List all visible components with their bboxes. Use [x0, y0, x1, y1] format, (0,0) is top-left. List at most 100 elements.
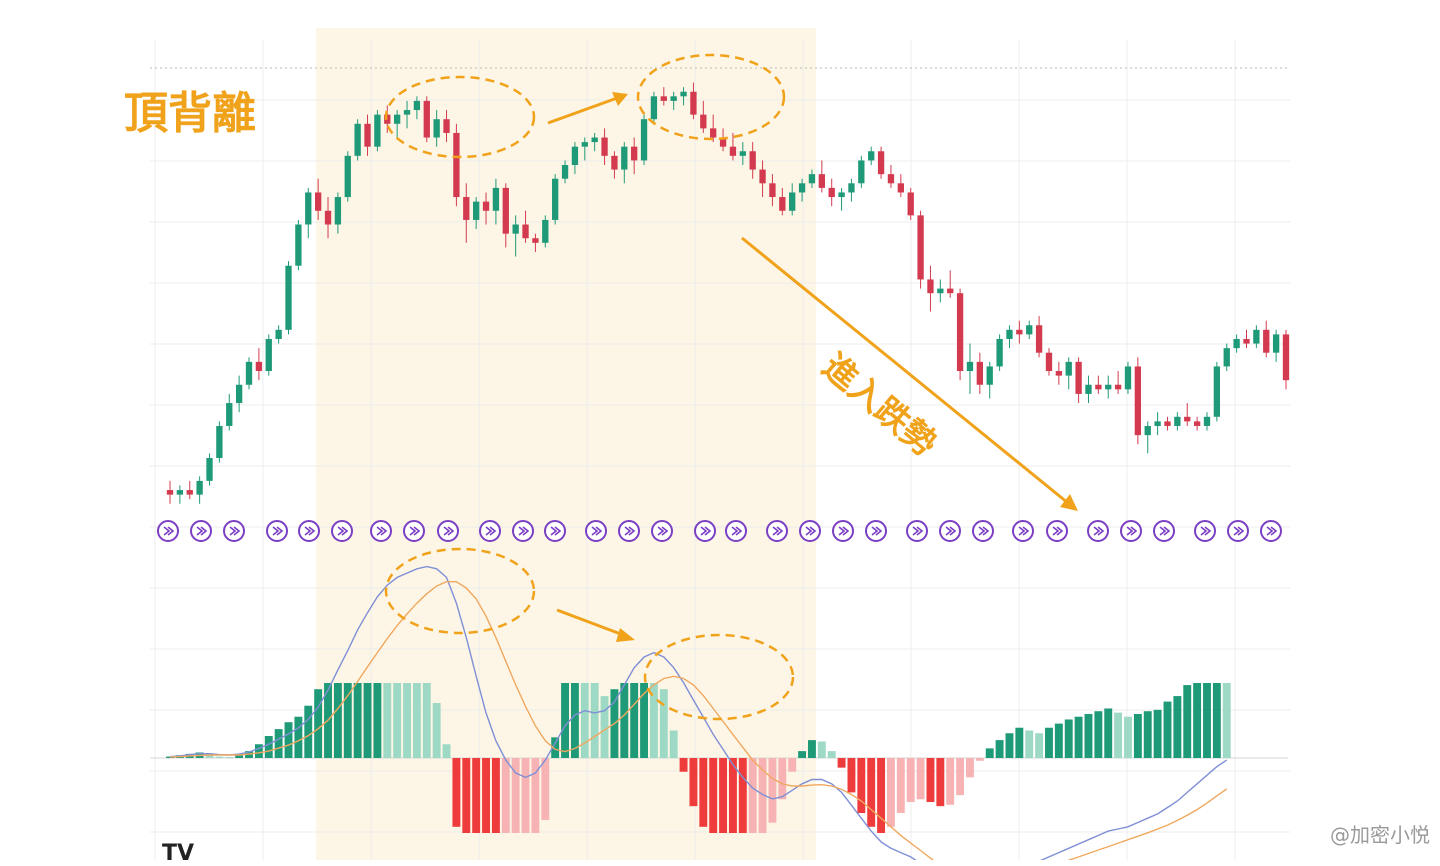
histogram-bar — [640, 683, 649, 758]
candle-body — [255, 361, 263, 372]
histogram-bar — [541, 758, 550, 820]
candle-body — [976, 361, 984, 385]
brand-logo-partial: TV — [162, 841, 195, 866]
histogram-bar — [1203, 683, 1211, 758]
candle-body — [1035, 325, 1043, 353]
histogram-bar — [452, 758, 461, 827]
candle-body — [808, 174, 816, 184]
histogram-bar — [600, 696, 609, 758]
event-marker-icon — [437, 520, 459, 542]
event-marker-icon — [331, 520, 353, 542]
candle-body — [907, 192, 914, 216]
candle-body — [235, 384, 243, 404]
candle-body — [670, 96, 677, 101]
histogram-bar — [1163, 701, 1172, 758]
candle-body — [759, 169, 766, 184]
event-marker-icon — [1087, 520, 1109, 542]
candle-body — [700, 114, 707, 129]
candle-body — [1184, 416, 1191, 422]
histogram-bar — [867, 758, 876, 827]
histogram-bar — [225, 757, 234, 758]
event-marker-icon — [1046, 520, 1068, 542]
macd-peak-2-circle — [643, 633, 795, 721]
histogram-bar — [412, 683, 421, 758]
candle-body — [1213, 366, 1221, 417]
histogram-bar — [580, 683, 589, 758]
histogram-bar — [353, 683, 362, 758]
histogram-bar — [1193, 683, 1202, 758]
downtrend-arrow — [741, 236, 1078, 511]
histogram-bar — [817, 741, 826, 758]
candle-body — [492, 187, 500, 211]
histogram-bar — [284, 722, 293, 758]
histogram-bar — [975, 758, 984, 761]
histogram-bar — [1133, 713, 1142, 758]
histogram-bar — [995, 740, 1004, 758]
event-marker-icon — [512, 520, 534, 542]
candle-body — [828, 187, 835, 198]
candle-body — [779, 197, 786, 211]
candle-body — [877, 151, 885, 175]
histogram-bar — [857, 758, 866, 814]
histogram-bar — [235, 755, 244, 758]
price-arrow — [547, 92, 628, 125]
candle-body — [423, 100, 430, 138]
candle-body — [1233, 338, 1240, 349]
candle-body — [472, 201, 480, 220]
candle-body — [1282, 334, 1290, 381]
candle-body — [314, 192, 322, 211]
histogram-bar — [827, 751, 836, 758]
histogram-bar — [798, 751, 807, 758]
candle-body — [858, 160, 865, 184]
histogram-bar — [1025, 730, 1034, 758]
event-marker-icon — [1120, 520, 1142, 542]
histogram-bar — [531, 758, 540, 833]
event-marker-icon — [799, 520, 821, 542]
histogram-bar — [966, 758, 974, 778]
histogram-bar — [570, 683, 579, 758]
candle-body — [581, 142, 588, 147]
candle-body — [265, 338, 272, 372]
candle-body — [937, 288, 944, 294]
candle-body — [986, 366, 993, 385]
histogram-bar — [1143, 711, 1152, 758]
histogram-bar — [788, 758, 797, 772]
event-marker-icon — [403, 520, 425, 542]
macd-arrow — [556, 608, 635, 642]
histogram-bar — [254, 744, 263, 758]
histogram-bar — [1104, 708, 1113, 758]
histogram-bar — [1173, 696, 1182, 758]
histogram-bar — [333, 683, 342, 758]
histogram-bar — [1084, 713, 1093, 758]
histogram-bar — [482, 758, 490, 833]
candle-body — [433, 119, 440, 138]
histogram-bar — [462, 758, 471, 833]
candle-body — [245, 361, 253, 385]
histogram-bar — [561, 683, 569, 758]
candle-body — [403, 110, 411, 115]
candle-body — [591, 137, 598, 143]
signal-line — [169, 581, 1228, 860]
event-marker-icon — [1194, 520, 1216, 542]
event-marker-icon — [618, 520, 640, 542]
histogram-bar — [847, 758, 856, 793]
event-marker-icon — [585, 520, 607, 542]
candle-body — [542, 219, 549, 243]
candle-body — [680, 91, 687, 97]
candle-body — [285, 265, 292, 330]
event-marker-icon — [1153, 520, 1175, 542]
macd-histogram — [166, 683, 1231, 833]
candle-body — [956, 293, 964, 372]
histogram-bar — [916, 758, 925, 800]
candle-body — [393, 114, 401, 124]
histogram-bar — [946, 758, 955, 805]
histogram-bar — [768, 758, 777, 823]
candle-body — [611, 155, 618, 170]
histogram-bar — [728, 758, 737, 833]
candle-body — [1272, 334, 1280, 353]
candle-body — [295, 224, 302, 266]
candle-body — [166, 490, 174, 495]
event-marker-icon — [266, 520, 288, 542]
candle-body — [186, 490, 193, 495]
candle-body — [482, 201, 490, 211]
